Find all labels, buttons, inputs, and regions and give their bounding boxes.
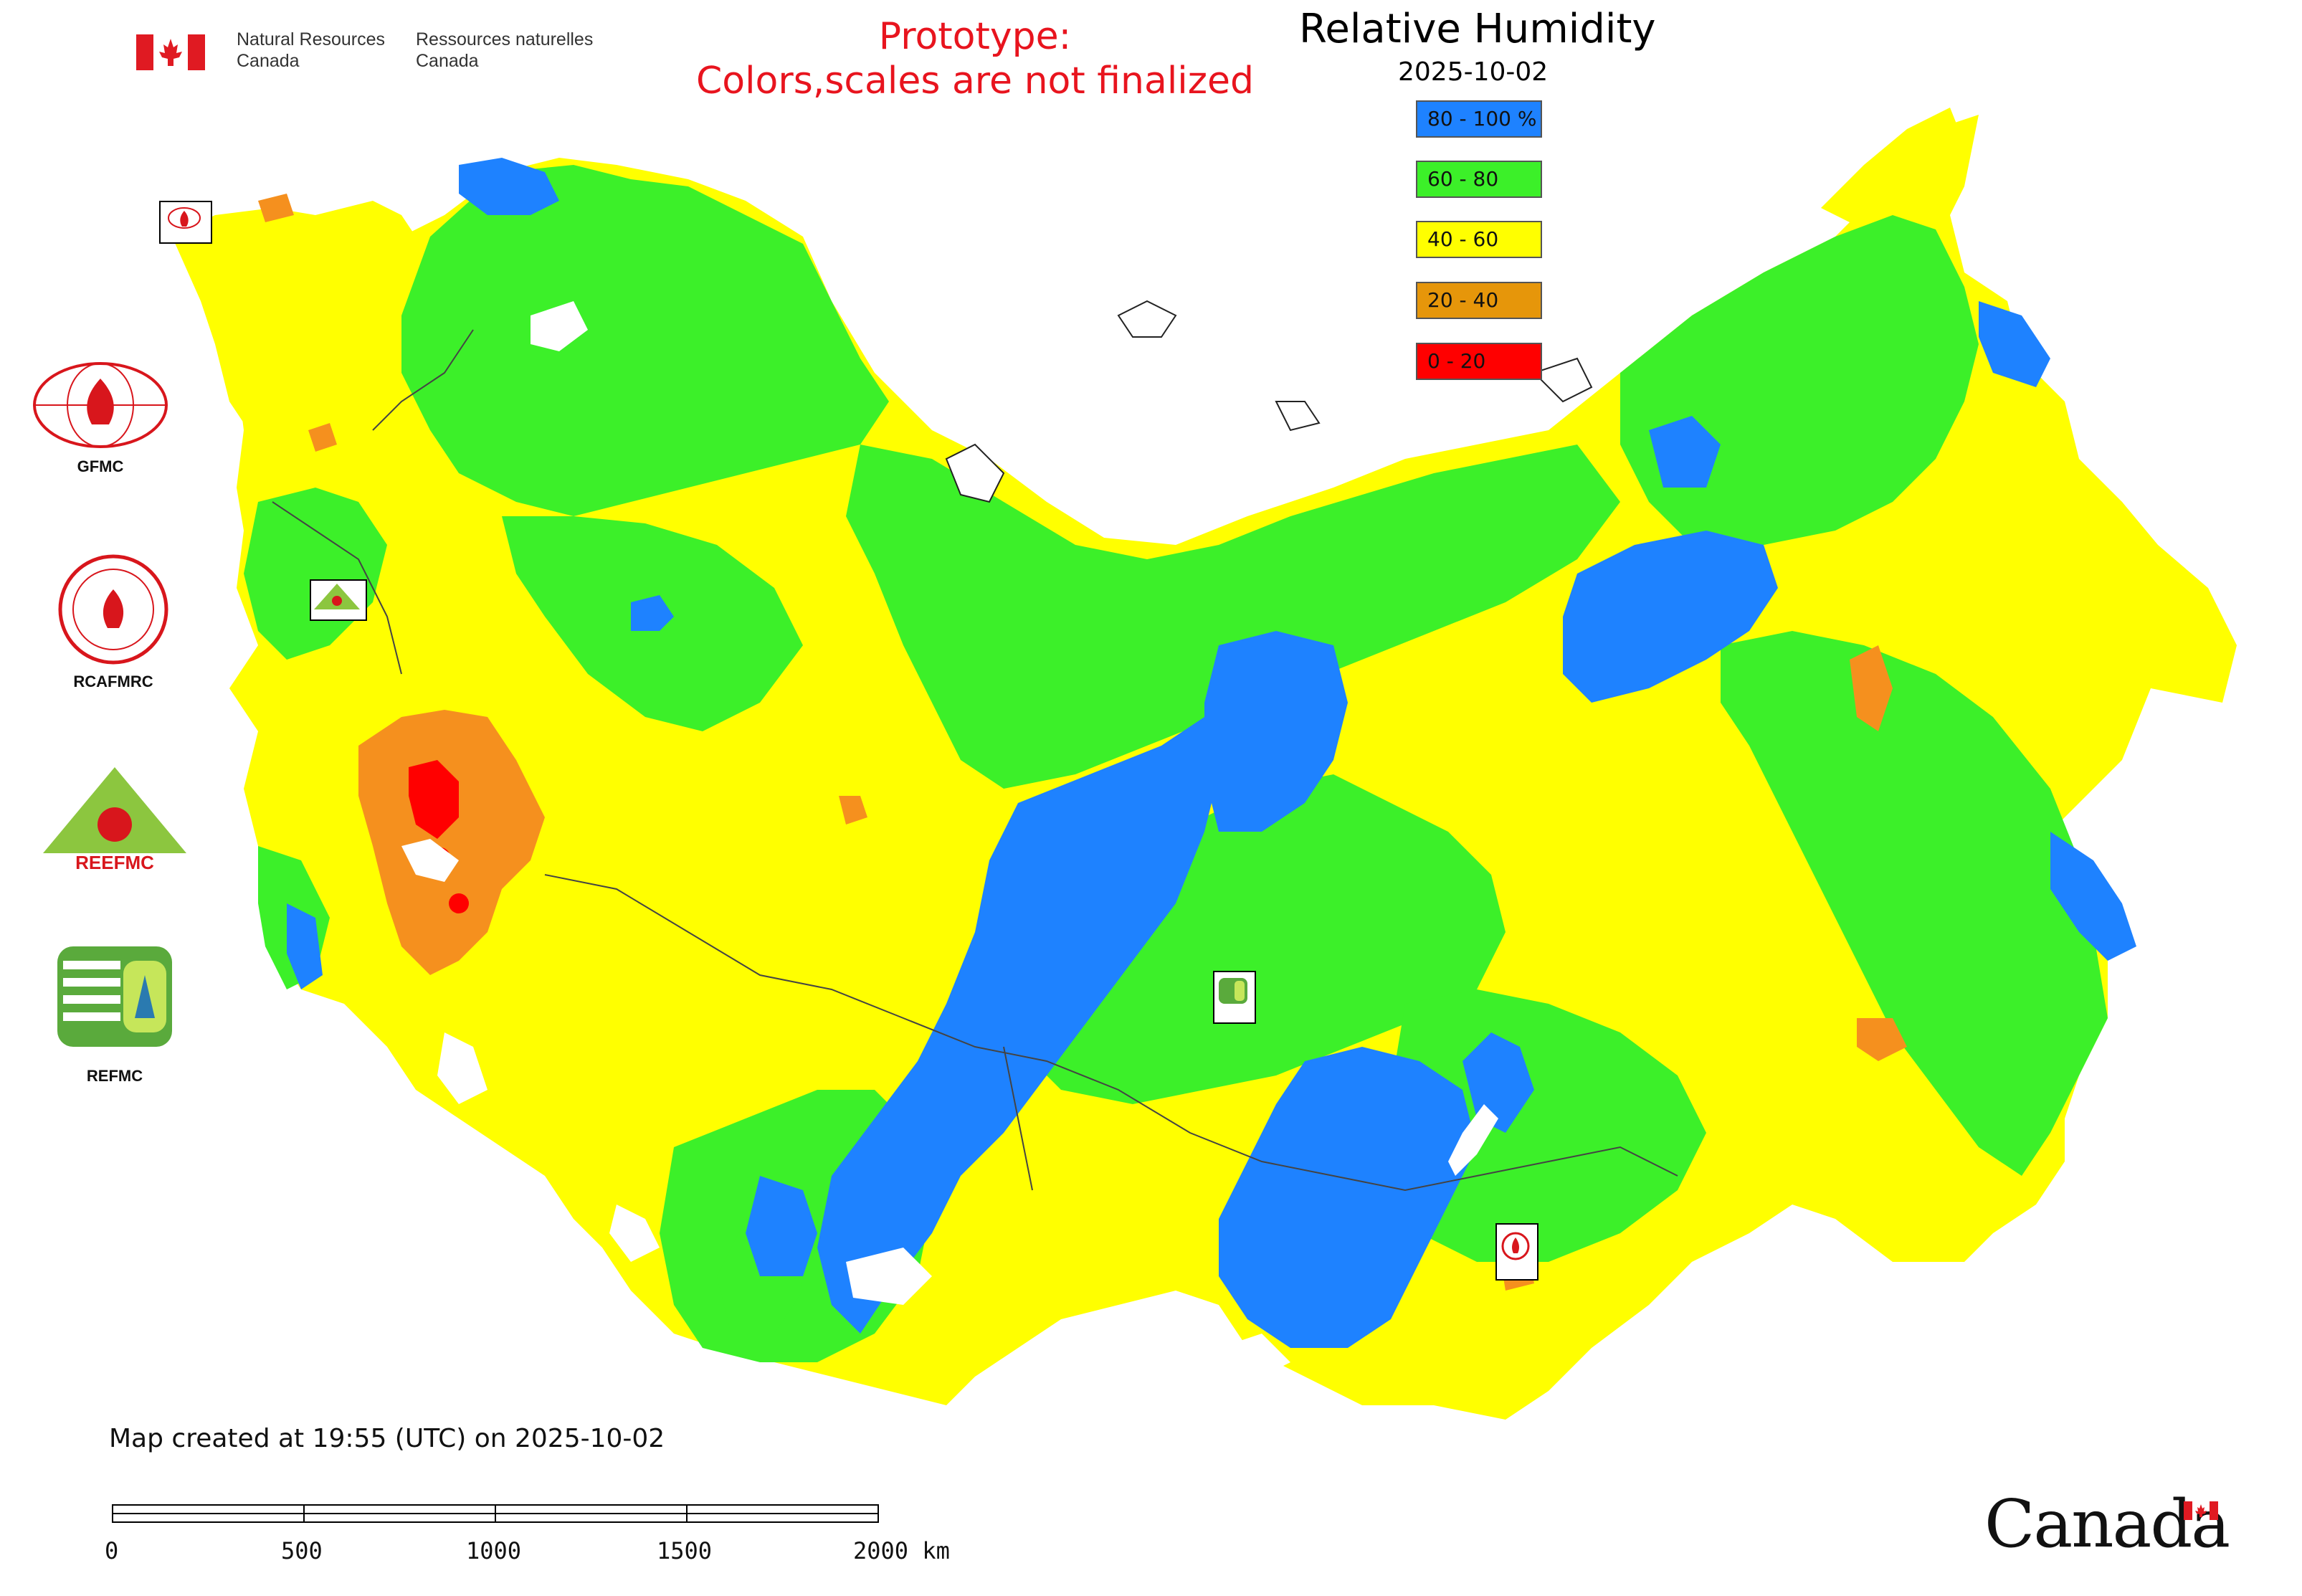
- legend-item-80-100: 80 - 100 %: [1416, 100, 1542, 138]
- legend-item-20-40: 20 - 40: [1416, 282, 1542, 319]
- blue-zones: [287, 158, 2136, 1348]
- arctic-islands: [945, 300, 1593, 503]
- gfmc-marker-icon: [168, 207, 201, 229]
- reefmc-logo-icon: REEFMC: [43, 767, 186, 873]
- legend-label: 60 - 80: [1427, 167, 1499, 191]
- map-marker-reefmc: [310, 579, 367, 621]
- agency-en-line1: Natural Resources: [237, 29, 386, 49]
- map-marker-refmc: [1213, 971, 1256, 1024]
- refmc-marker-icon: [1219, 978, 1247, 1004]
- org-label-rcafmrc: RCAFMRC: [73, 673, 153, 690]
- legend-label: 40 - 60: [1427, 227, 1499, 251]
- legend-label: 80 - 100 %: [1427, 107, 1537, 130]
- chukotka-yellow: [1821, 108, 1964, 229]
- map-created-note: Map created at 19:55 (UTC) on 2025-10-02: [109, 1424, 665, 1453]
- legend-item-0-20: 0 - 20: [1416, 343, 1542, 380]
- canada-wordmark: Canada: [1984, 1486, 2230, 1562]
- org-label-refmc: REFMC: [86, 1067, 143, 1085]
- prototype-line1: Prototype:: [878, 15, 1072, 58]
- scale-label-2000km: 2000 km: [853, 1537, 950, 1564]
- org-label-gfmc: GFMC: [77, 457, 124, 475]
- map-marker-rcafmrc: [1495, 1223, 1538, 1281]
- org-rcafmrc: RCAFMRC: [42, 552, 185, 695]
- svg-text:REEFMC: REEFMC: [75, 852, 154, 873]
- agency-en-line2: Canada: [237, 51, 300, 71]
- map-marker-gfmc: [159, 201, 212, 244]
- map-title: Relative Humidity: [1299, 6, 1656, 52]
- reefmc-marker-icon: [314, 584, 360, 609]
- scale-label-0: 0: [105, 1537, 119, 1564]
- canada-flag-icon: [136, 34, 205, 70]
- agency-fr-line1: Ressources naturelles: [416, 29, 594, 49]
- map-date: 2025-10-02: [1398, 57, 1549, 87]
- canada-wordmark-text: Canada: [1984, 1486, 2230, 1562]
- rcafmrc-marker-icon: [1501, 1232, 1530, 1260]
- scale-label-1000: 1000: [466, 1537, 522, 1564]
- legend-item-40-60: 40 - 60: [1416, 221, 1542, 258]
- legend-label: 20 - 40: [1427, 288, 1499, 312]
- prototype-line2: Colors,scales are not finalized: [695, 60, 1255, 103]
- org-reefmc: REEFMC: [36, 767, 194, 875]
- legend-item-60-80: 60 - 80: [1416, 161, 1542, 198]
- org-gfmc: GFMC: [29, 358, 172, 480]
- white-lakes: [401, 301, 1498, 1377]
- agency-fr-line2: Canada: [416, 51, 479, 71]
- border-lines: [272, 329, 1678, 1192]
- nrcan-signature: Natural Resources Canada Ressources natu…: [136, 29, 609, 79]
- org-refmc: REFMC: [18, 946, 176, 1090]
- legend-label: 0 - 20: [1427, 349, 1486, 373]
- gfmc-logo-icon: [33, 362, 168, 448]
- scale-bar-graphic: [112, 1504, 879, 1523]
- kamchatka-yellow: [1979, 402, 2222, 645]
- prototype-notice: Prototype: Colors,scales are not finaliz…: [667, 14, 1283, 103]
- rcafmrc-logo-icon: [58, 554, 168, 665]
- refmc-logo-icon: [57, 946, 172, 1047]
- canada-wordmark-flag-icon: [2184, 1501, 2218, 1520]
- scale-label-500: 500: [281, 1537, 323, 1564]
- scale-bar: [112, 1504, 886, 1526]
- scandinavia-yellow: [172, 201, 430, 545]
- scale-label-1500: 1500: [657, 1537, 713, 1564]
